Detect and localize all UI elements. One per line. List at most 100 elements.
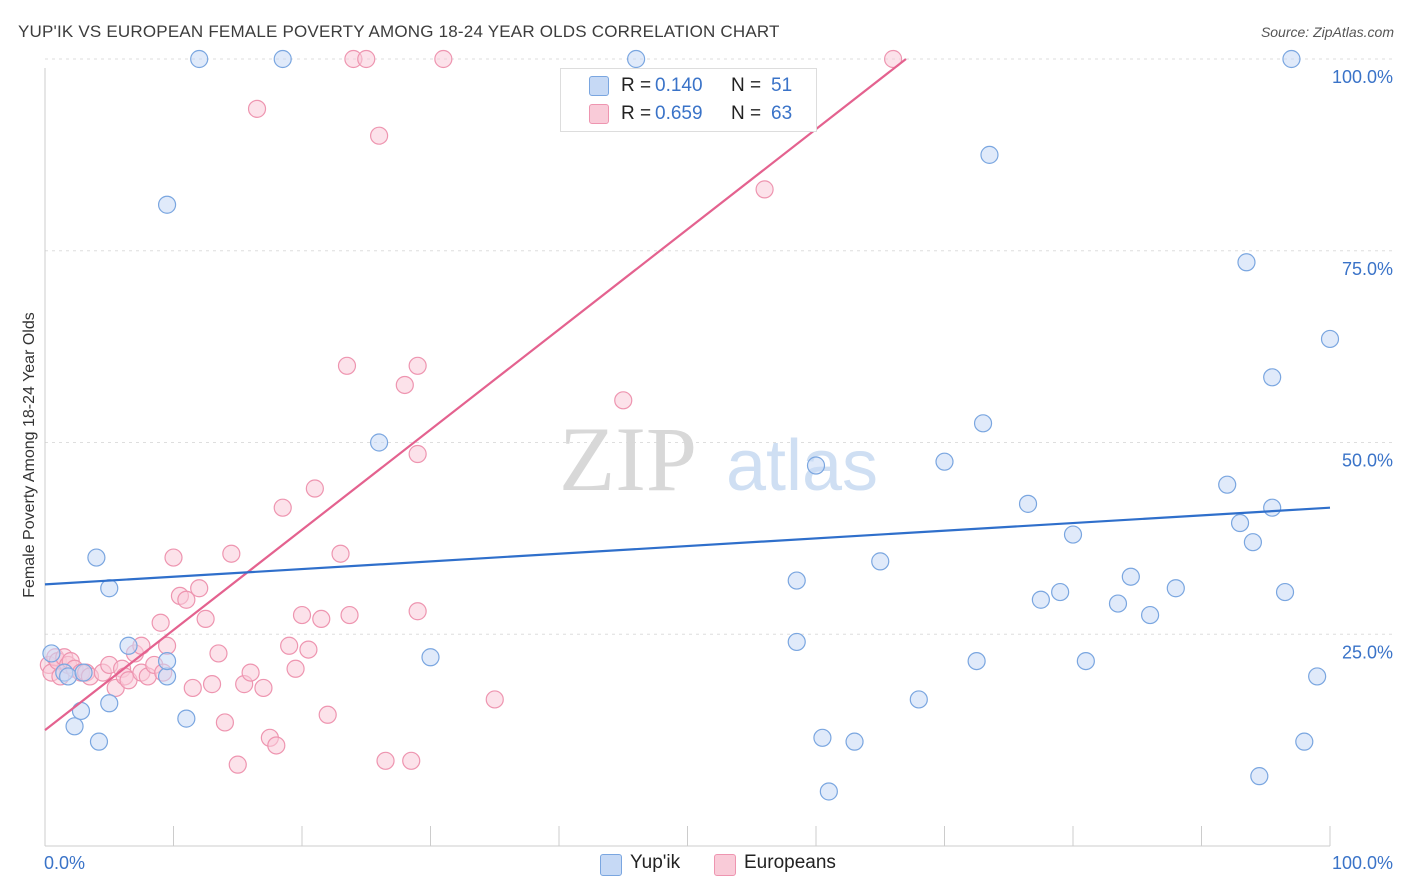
europeans-point xyxy=(215,713,234,732)
yupik-point xyxy=(967,651,986,671)
europeans-point xyxy=(177,590,196,609)
y-tick-label: 100.0% xyxy=(1332,67,1393,87)
europeans-swatch xyxy=(714,854,736,876)
europeans-point xyxy=(318,705,337,724)
europeans-point xyxy=(883,49,903,69)
europeans-point xyxy=(164,548,183,567)
yupik-point xyxy=(1320,329,1340,349)
yupik-point xyxy=(190,49,209,69)
chart-title: YUP'IK VS EUROPEAN FEMALE POVERTY AMONG … xyxy=(18,22,780,41)
yupik-point xyxy=(177,709,196,728)
legend-label: Europeans xyxy=(744,852,836,873)
yupik-point xyxy=(74,663,93,682)
europeans-point xyxy=(614,391,633,410)
europeans-point xyxy=(402,751,421,770)
yupik-point xyxy=(1108,594,1128,613)
y-tick-label: 50.0% xyxy=(1342,451,1393,471)
europeans-point xyxy=(247,99,267,118)
watermark: ZIP atlas xyxy=(559,408,878,510)
yupik-point xyxy=(1218,475,1237,494)
europeans-point xyxy=(434,49,453,69)
europeans-point xyxy=(357,49,376,69)
yupik-point xyxy=(71,701,91,721)
yupik-point xyxy=(819,782,838,801)
yupik-point xyxy=(1263,368,1282,387)
yupik-point xyxy=(935,452,954,471)
europeans-point xyxy=(299,640,318,659)
n-label: N = xyxy=(731,103,762,124)
n-value: 51 xyxy=(771,75,793,96)
legend-label: Yup'ik xyxy=(630,852,681,873)
r-value: 0.659 xyxy=(655,103,703,124)
r-label: R = xyxy=(621,103,652,124)
yupik-point xyxy=(787,632,806,652)
europeans-point xyxy=(254,678,273,698)
europeans-point xyxy=(292,605,312,625)
yupik-point xyxy=(1250,767,1269,786)
yupik-point xyxy=(806,456,826,475)
yupik-point xyxy=(787,571,806,590)
yupik-swatch xyxy=(589,76,609,96)
r-label: R = xyxy=(621,75,652,96)
yupik-point xyxy=(1282,49,1301,69)
yupik-point xyxy=(119,636,138,655)
europeans-point xyxy=(151,613,170,632)
yupik-point xyxy=(1018,494,1038,513)
europeans-point xyxy=(196,609,215,629)
x-tick-label: 0.0% xyxy=(44,853,85,873)
y-tick-label: 25.0% xyxy=(1342,642,1393,662)
europeans-point xyxy=(755,180,774,199)
yupik-point xyxy=(157,667,177,686)
watermark-zip: ZIP xyxy=(559,408,697,510)
yupik-point xyxy=(65,717,84,736)
yupik-point xyxy=(973,414,993,433)
yupik-point xyxy=(421,648,440,667)
europeans-point xyxy=(183,678,202,698)
yupik-point xyxy=(157,651,177,671)
europeans-point xyxy=(331,544,350,563)
europeans-point xyxy=(267,736,286,755)
yupik-point xyxy=(157,195,177,214)
yupik-point xyxy=(871,552,890,571)
n-label: N = xyxy=(731,75,762,96)
yupik-point xyxy=(370,433,389,452)
europeans-swatch xyxy=(589,104,609,124)
yupik-point xyxy=(1295,732,1314,751)
trend-lines xyxy=(44,58,1331,731)
tick-labels: 25.0% 50.0% 75.0% 100.0% 0.0% 100.0% xyxy=(44,67,1393,873)
yupik-point xyxy=(1237,253,1256,272)
yupik-point xyxy=(1051,582,1070,602)
yupik-point xyxy=(1263,498,1282,517)
yupik-point xyxy=(1275,582,1295,602)
europeans-point xyxy=(408,356,427,375)
x-tick-label: 100.0% xyxy=(1332,853,1393,873)
yupik-swatch xyxy=(600,854,622,876)
europeans-trend-line xyxy=(44,58,907,731)
yupik-point xyxy=(1308,667,1327,686)
europeans-point xyxy=(190,579,209,598)
yupik-point xyxy=(626,49,646,69)
europeans-point xyxy=(340,605,359,625)
yupik-point xyxy=(845,732,864,751)
yupik-point xyxy=(1166,579,1185,598)
yupik-point xyxy=(813,728,832,747)
yupik-point xyxy=(1243,533,1263,552)
europeans-point xyxy=(408,602,427,621)
n-value: 63 xyxy=(771,103,793,124)
europeans-point xyxy=(376,751,395,770)
europeans-point xyxy=(222,544,241,563)
europeans-point xyxy=(395,375,414,395)
y-tick-label: 75.0% xyxy=(1342,259,1393,279)
yupik-point xyxy=(100,694,119,713)
yupik-point xyxy=(87,548,106,567)
gridlines xyxy=(45,58,1395,635)
europeans-point xyxy=(312,609,331,629)
europeans-point xyxy=(280,636,299,655)
europeans-point xyxy=(241,663,260,682)
yupik-point xyxy=(1063,525,1083,544)
yupik-point xyxy=(1121,567,1140,586)
europeans-point xyxy=(202,675,222,694)
yupik-point xyxy=(42,644,61,663)
axes xyxy=(44,68,1331,847)
